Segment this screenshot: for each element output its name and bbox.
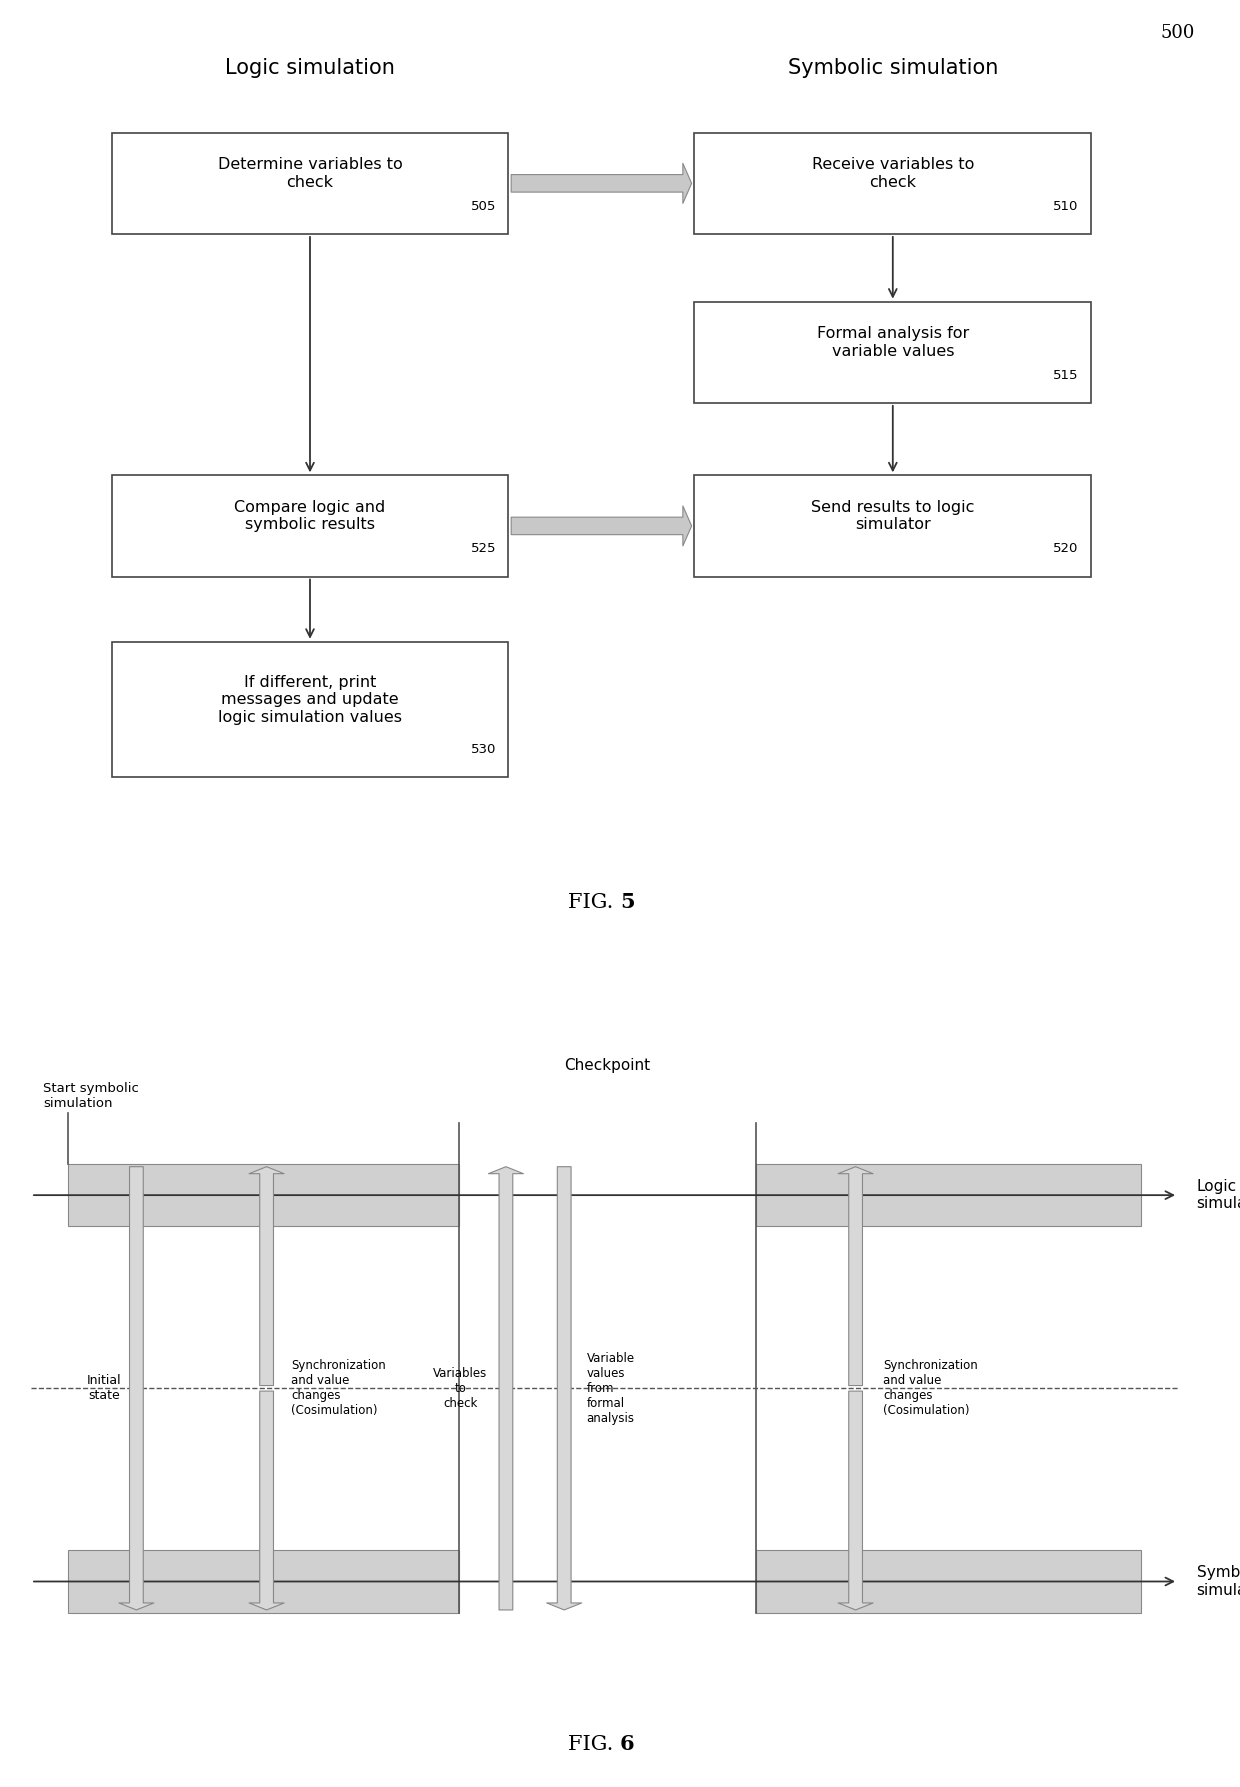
Text: Symbolic
simulation: Symbolic simulation (1197, 1565, 1240, 1598)
Text: Logic
simulation: Logic simulation (1197, 1179, 1240, 1212)
Text: 500: 500 (1161, 23, 1195, 43)
Bar (694, 475, 1091, 577)
Text: Synchronization
and value
changes
(Cosimulation): Synchronization and value changes (Cosim… (291, 1360, 386, 1417)
Bar (112, 642, 508, 777)
Text: 515: 515 (1053, 368, 1079, 382)
Text: Logic simulation: Logic simulation (226, 57, 394, 79)
Text: Send results to logic
simulator: Send results to logic simulator (811, 500, 975, 533)
Text: 520: 520 (1054, 541, 1079, 556)
Text: Symbolic simulation: Symbolic simulation (787, 57, 998, 79)
Text: 505: 505 (471, 200, 496, 213)
Text: Initial
state: Initial state (87, 1374, 122, 1403)
Bar (756, 1551, 1141, 1612)
Bar (694, 302, 1091, 402)
Bar (694, 132, 1091, 234)
Bar (112, 475, 508, 577)
Text: Checkpoint: Checkpoint (564, 1058, 651, 1074)
Text: FIG.: FIG. (568, 894, 620, 911)
Text: 6: 6 (620, 1733, 635, 1755)
Text: Determine variables to
check: Determine variables to check (218, 157, 402, 189)
Bar (68, 1551, 459, 1612)
Text: Variable
values
from
formal
analysis: Variable values from formal analysis (587, 1351, 635, 1424)
Text: If different, print
messages and update
logic simulation values: If different, print messages and update … (218, 675, 402, 724)
Text: Variables
to
check: Variables to check (433, 1367, 487, 1410)
Text: Compare logic and
symbolic results: Compare logic and symbolic results (234, 500, 386, 533)
Text: 530: 530 (471, 743, 496, 756)
Text: FIG.: FIG. (568, 1735, 620, 1755)
Text: Start symbolic
simulation: Start symbolic simulation (43, 1083, 139, 1110)
Bar (68, 1163, 459, 1226)
Text: 525: 525 (470, 541, 496, 556)
Text: Formal analysis for
variable values: Formal analysis for variable values (817, 327, 968, 359)
Text: 5: 5 (620, 892, 635, 911)
Text: Synchronization
and value
changes
(Cosimulation): Synchronization and value changes (Cosim… (883, 1360, 977, 1417)
Bar (756, 1163, 1141, 1226)
Text: Receive variables to
check: Receive variables to check (812, 157, 973, 189)
Bar (112, 132, 508, 234)
Text: 510: 510 (1054, 200, 1079, 213)
